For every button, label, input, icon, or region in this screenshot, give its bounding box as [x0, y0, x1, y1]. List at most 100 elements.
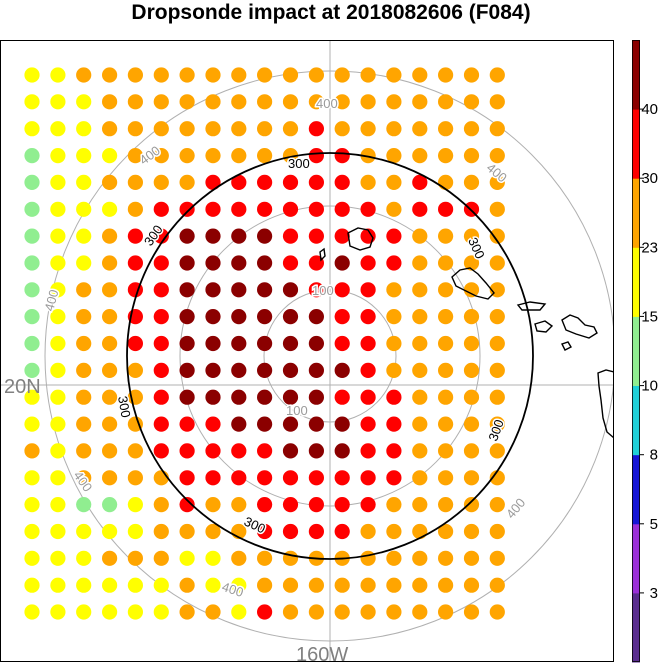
impact-point [489, 497, 505, 513]
impact-point [334, 389, 350, 405]
impact-point [282, 416, 299, 432]
impact-point [308, 309, 324, 325]
impact-point [24, 174, 40, 190]
impact-point [76, 94, 92, 110]
colorbar-tick-label: 5 [650, 516, 658, 533]
impact-point [257, 470, 273, 486]
impact-point [360, 335, 376, 352]
colorbar-box [632, 316, 640, 386]
impact-point [205, 550, 221, 566]
impact-point [153, 228, 169, 244]
impact-point [438, 523, 454, 540]
impact-point [102, 523, 118, 540]
impact-point [231, 550, 247, 566]
colorbar-box [632, 385, 640, 456]
colorbar-tick-label: 10 [641, 378, 658, 395]
impact-point [438, 497, 454, 513]
impact-point [24, 148, 40, 164]
impact-point [231, 255, 247, 271]
impact-point [438, 550, 454, 566]
impact-point [231, 67, 247, 83]
impact-point [463, 523, 480, 540]
impact-point [76, 255, 92, 271]
impact-point [153, 443, 169, 459]
impact-point [438, 121, 454, 137]
impact-point [360, 497, 376, 513]
impact-point [102, 121, 118, 137]
impact-point [153, 523, 169, 540]
impact-point [179, 174, 195, 190]
impact-point [205, 470, 221, 486]
impact-point [463, 470, 480, 486]
colorbar-box [632, 454, 640, 525]
impact-point [102, 577, 118, 593]
impact-point [463, 282, 480, 298]
impact-point [231, 497, 247, 513]
impact-point [386, 443, 402, 459]
impact-point [334, 416, 350, 432]
impact-point [102, 389, 118, 405]
impact-point [153, 94, 169, 110]
impact-point [334, 94, 350, 110]
impact-point [489, 255, 505, 271]
impact-point [24, 443, 40, 459]
impact-point [308, 362, 324, 378]
impact-point [153, 577, 169, 593]
impact-point [76, 67, 92, 83]
ring-label-300-nw: 300 [141, 222, 166, 248]
impact-point [153, 282, 169, 298]
impact-point [76, 604, 92, 620]
impact-point [412, 174, 428, 190]
impact-point [282, 148, 299, 164]
impact-point [438, 443, 454, 459]
impact-point [231, 282, 247, 298]
impact-point [489, 201, 505, 217]
map-frame [0, 40, 614, 662]
colorbar-tick-label: 30 [641, 170, 658, 187]
impact-point [76, 389, 92, 405]
impact-point [334, 282, 350, 298]
impact-point [257, 443, 273, 459]
impact-point [153, 604, 169, 620]
impact-point [179, 550, 195, 566]
impact-point [127, 94, 143, 110]
impact-point [438, 604, 454, 620]
impact-point [360, 470, 376, 486]
lat-label-20n: 20N [4, 376, 41, 398]
impact-point [386, 523, 402, 540]
impact-point [386, 282, 402, 298]
island-maui [561, 314, 598, 339]
impact-point [102, 335, 118, 352]
impact-point [179, 416, 195, 432]
impact-point [257, 497, 273, 513]
impact-point [24, 523, 40, 540]
impact-point [257, 67, 273, 83]
impact-point [127, 470, 143, 486]
impact-point [231, 604, 247, 620]
impact-point [50, 255, 66, 271]
impact-point [76, 309, 92, 325]
impact-point [205, 416, 221, 432]
impact-point [153, 148, 169, 164]
impact-point [257, 255, 273, 271]
impact-point [24, 416, 40, 432]
impact-point [412, 550, 428, 566]
impact-point [489, 148, 505, 164]
impact-point [50, 121, 66, 137]
impact-point [334, 174, 350, 190]
impact-point [412, 148, 428, 164]
impact-point [308, 523, 324, 540]
ring-label-100-south: 100 [286, 403, 308, 418]
impact-point [386, 335, 402, 352]
impact-point [463, 443, 480, 459]
impact-point [153, 67, 169, 83]
impact-point [102, 416, 118, 432]
impact-point [231, 443, 247, 459]
impact-point [102, 470, 118, 486]
impact-point [153, 309, 169, 325]
impact-point [102, 201, 118, 217]
ring-label-400-west: 400 [41, 288, 61, 313]
impact-point [334, 67, 350, 83]
impact-point [489, 604, 505, 620]
impact-point [50, 389, 66, 405]
